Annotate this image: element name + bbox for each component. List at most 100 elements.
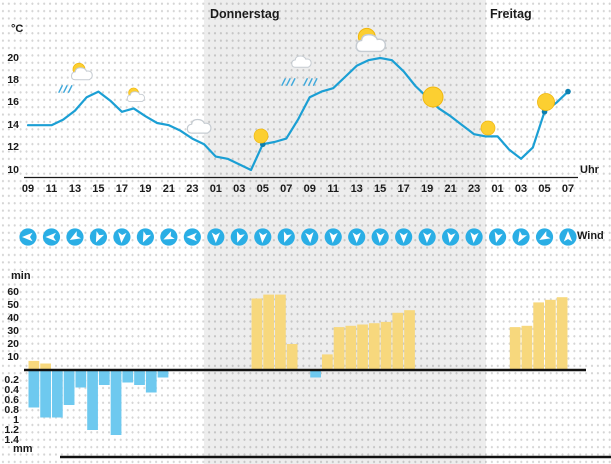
time-tick-label: 19: [139, 183, 152, 195]
sunshine-tick-label: 20: [7, 338, 19, 350]
sunshine-bar: [509, 327, 521, 370]
temp-tick-label: 10: [7, 163, 19, 176]
wind-arrow-icon: [254, 228, 272, 246]
time-tick-label: 17: [397, 183, 410, 195]
wind-arrow-icon: [371, 228, 389, 246]
sun-icon: [253, 128, 269, 144]
wind-arrow-icon: [42, 228, 61, 246]
time-axis-unit: Uhr: [580, 164, 599, 176]
time-tick-label: 09: [21, 183, 35, 195]
time-tick-label: 15: [92, 183, 105, 195]
precip-bar: [145, 370, 157, 393]
precip-tick-label: 1.4: [4, 434, 19, 446]
sunshine-bar: [357, 324, 368, 370]
sunshine-bar: [251, 298, 263, 370]
precip-tick-label: 0.4: [4, 384, 19, 396]
sunshine-bar: [321, 354, 333, 370]
day-label-friday: Freitag: [490, 7, 532, 21]
sun-icon: [422, 86, 444, 108]
precip-tick-label: 1: [13, 414, 19, 426]
sunshine-bar: [40, 363, 51, 370]
wind-arrow-icon: [66, 228, 84, 246]
rain-icon: [58, 85, 73, 93]
precip-tick-label: 0.6: [4, 394, 19, 406]
time-tick-label: 05: [256, 183, 269, 195]
time-tick-label: 09: [303, 183, 316, 195]
day-label-thursday: Donnerstag: [210, 7, 280, 21]
sunshine-tick-label: 50: [7, 299, 19, 311]
time-tick-label: 11: [45, 183, 58, 195]
precip-bar: [310, 370, 321, 378]
time-tick-label: 21: [444, 183, 457, 195]
sunshine-bar: [533, 302, 545, 370]
sun-icon: [480, 120, 496, 136]
sunshine-bar: [368, 323, 380, 370]
sunshine-bar: [380, 321, 392, 370]
sunshine-bar: [392, 312, 404, 370]
sunshine-tick-label: 40: [7, 312, 19, 324]
precip-bar: [63, 370, 75, 405]
temperature-line: [26, 56, 570, 172]
wind-axis-label: Wind: [577, 230, 604, 242]
sunshine-tick-label: 60: [7, 286, 19, 298]
suncloud-icon: [70, 62, 93, 81]
time-tick-label: 13: [350, 183, 363, 195]
wind-arrow-icon: [136, 228, 154, 246]
temp-tick-label: 18: [7, 73, 19, 86]
precip-bar: [87, 370, 98, 430]
wind-arrow-icon: [324, 228, 342, 246]
temp-axis-unit: °C: [11, 23, 24, 35]
sunshine-tick-label: 10: [7, 351, 19, 363]
rain-icon: [303, 78, 318, 86]
sunshine-axis-unit: min: [11, 270, 31, 282]
sunshine-bar: [275, 294, 286, 370]
time-tick-label: 13: [68, 183, 82, 195]
wind-arrow-icon: [183, 228, 201, 246]
wind-arrow-icon: [395, 228, 413, 246]
sunshine-bar: [556, 297, 568, 370]
wind-arrow-icon: [418, 228, 436, 246]
time-tick-label: 05: [538, 183, 551, 195]
sunshine-bar: [333, 327, 345, 370]
time-tick-label: 11: [327, 183, 340, 195]
sun-icon: [537, 93, 555, 111]
temp-tick-label: 14: [7, 118, 19, 131]
precip-axis-unit: mm: [13, 443, 33, 455]
temp-tick-label: 20: [7, 51, 19, 64]
wind-arrow-icon: [512, 228, 530, 246]
wind-arrow-icon: [113, 228, 131, 246]
wind-arrow-icon: [160, 228, 178, 246]
sunshine-bar: [345, 325, 357, 370]
sunshine-bar: [404, 310, 415, 370]
cloud-icon: [291, 55, 312, 68]
precip-bar: [51, 370, 63, 418]
wind-arrow-icon: [277, 228, 295, 246]
time-tick-label: 23: [186, 183, 199, 195]
time-tick-label: 23: [467, 183, 481, 195]
precip-bar: [122, 370, 134, 383]
precip-tick-label: 1.2: [4, 424, 19, 436]
precip-tick-label: 0.2: [4, 374, 19, 386]
time-tick-label: 01: [209, 183, 222, 195]
cloud-icon: [186, 118, 212, 134]
suncloud-icon: [126, 87, 145, 103]
sunshine-bar: [545, 299, 556, 370]
precip-bar: [134, 370, 145, 385]
wind-arrow-icon: [535, 228, 554, 246]
sunshine-tick-label: 30: [7, 325, 19, 337]
sunshine-bar: [263, 294, 275, 370]
rain-icon: [281, 78, 296, 86]
precip-bar: [75, 370, 87, 388]
line-marker: [565, 88, 571, 95]
wind-arrow-icon: [442, 228, 460, 246]
time-tick-label: 15: [374, 183, 387, 195]
temp-tick-label: 12: [7, 141, 19, 154]
time-tick-label: 21: [162, 183, 175, 195]
wind-arrow-icon: [230, 228, 248, 246]
wind-arrow-icon: [19, 228, 37, 246]
time-tick-label: 07: [561, 183, 575, 195]
precip-tick-label: 0.8: [4, 404, 19, 416]
sunshine-bar: [521, 325, 533, 370]
